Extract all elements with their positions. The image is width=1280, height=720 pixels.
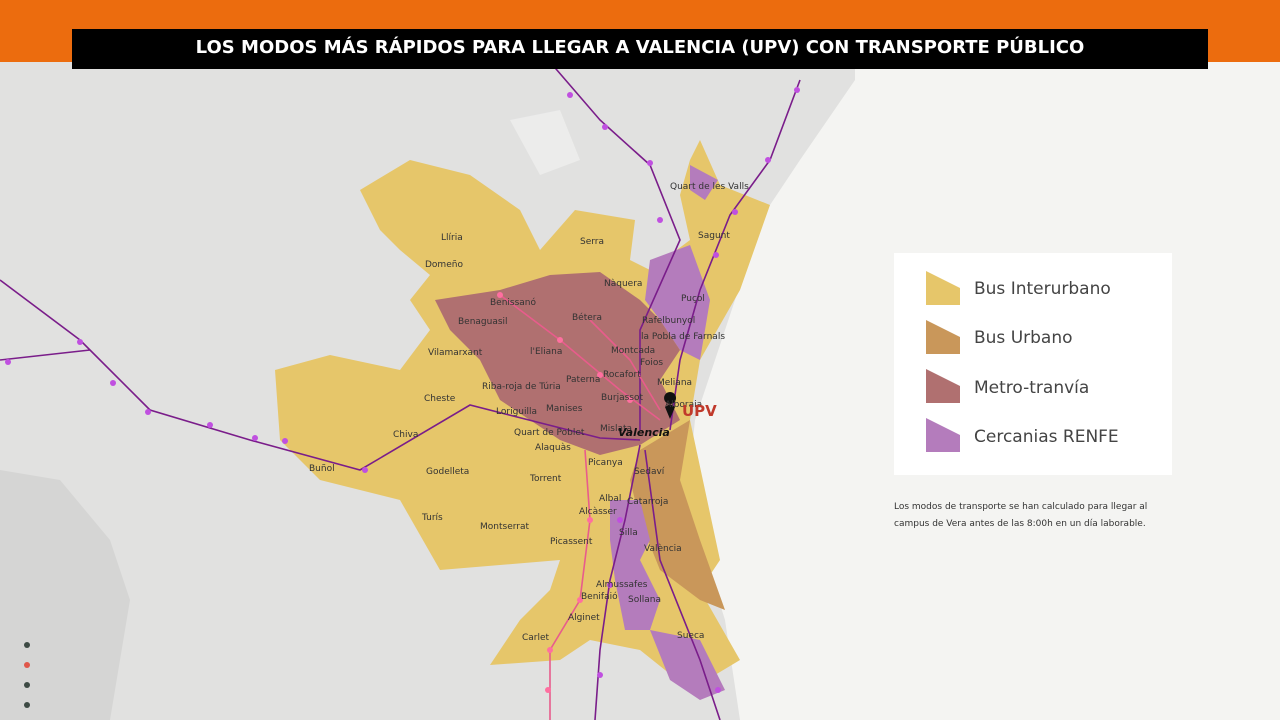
- place-label: Alcàsser: [579, 507, 617, 517]
- legend-label: Bus Interurbano: [974, 279, 1111, 299]
- place-label: l'Eliana: [530, 347, 562, 357]
- place-label: Catarroja: [627, 497, 668, 507]
- title-bar: [72, 29, 1208, 69]
- place-label: Foios: [640, 358, 663, 368]
- place-label: Sagunt: [698, 231, 730, 241]
- place-label: Chiva: [393, 430, 418, 440]
- nav-dots: [24, 642, 30, 708]
- place-label: Buñol: [309, 464, 335, 474]
- place-label: Bétera: [572, 312, 602, 323]
- place-label: Benaguasil: [458, 317, 508, 327]
- region-cercanias: [645, 245, 710, 360]
- rail-lines: [0, 61, 801, 720]
- place-label: Godelleta: [426, 467, 469, 477]
- place-label: Silla: [619, 528, 638, 538]
- place-label: Vilamarxant: [428, 348, 483, 358]
- place-label: Rafelbunyol: [642, 316, 695, 326]
- terrain: [510, 110, 580, 175]
- place-label: València: [644, 543, 682, 554]
- place-label: Turís: [421, 513, 443, 523]
- legend-swatch: [926, 271, 960, 305]
- city-label: Valencia: [618, 426, 670, 439]
- place-label: Alaquàs: [535, 443, 571, 453]
- nav-dot[interactable]: [24, 702, 30, 708]
- map: [0, 61, 855, 720]
- title: LOS MODOS MÁS RÁPIDOS PARA LLEGAR A VALE…: [196, 36, 1085, 58]
- place-label: Benifaió: [581, 591, 618, 602]
- place-label: la Pobla de Farnals: [641, 332, 725, 342]
- upv-label: UPV: [682, 402, 717, 420]
- place-label: Quart de les Valls: [670, 182, 749, 192]
- legend-swatch: [926, 320, 960, 354]
- place-label: Llíria: [441, 233, 463, 243]
- place-label: Mislata: [600, 424, 632, 434]
- place-label: Picanya: [588, 458, 623, 468]
- place-label: Carlet: [522, 633, 550, 643]
- region-cercanias: [690, 165, 718, 200]
- rail-stations: [5, 87, 800, 693]
- place-label: Riba-roja de Túria: [482, 382, 561, 392]
- nav-dot[interactable]: [24, 682, 30, 688]
- place-label: Burjassot: [601, 393, 643, 403]
- place-label: Nàquera: [604, 279, 642, 289]
- nav-dot[interactable]: [24, 642, 30, 648]
- legend-items: Bus Interurbano Bus Urbano Metro-tranvía…: [926, 271, 1119, 452]
- legend-label: Cercanias RENFE: [974, 427, 1119, 447]
- place-label: Quart de Poblet: [514, 428, 585, 438]
- place-label: Manises: [546, 404, 583, 414]
- note: campus de Vera antes de las 8:00h en un …: [894, 519, 1146, 529]
- place-label: Torrent: [529, 474, 562, 484]
- place-label: Sollana: [628, 595, 661, 605]
- place-label: Picassent: [550, 537, 593, 547]
- place-label: Alboraia: [665, 400, 702, 410]
- legend-label: Bus Urbano: [974, 328, 1073, 348]
- place-label: Domeño: [425, 260, 463, 270]
- place-label: Alginet: [568, 613, 600, 623]
- place-label: Sueca: [677, 631, 704, 641]
- place-label: Almussafes: [596, 580, 648, 590]
- nav-dot[interactable]: [24, 662, 30, 668]
- upv-pin: [664, 392, 677, 419]
- legend-label: Metro-tranvía: [974, 378, 1089, 398]
- place-label: Cheste: [424, 394, 456, 404]
- place-label: Paterna: [566, 375, 600, 385]
- metro-stations: [497, 292, 633, 693]
- place-label: Sedaví: [634, 467, 665, 477]
- note: Los modos de transporte se han calculado…: [894, 502, 1147, 512]
- legend-swatch: [926, 418, 960, 452]
- place-label: Loriguilla: [496, 407, 537, 417]
- place-label: Meliana: [657, 378, 692, 388]
- place-label: Montcada: [611, 346, 655, 356]
- place-labels: Llíria Domeño Serra Nàquera Sagunt Quart…: [309, 182, 749, 643]
- place-label: Albal: [599, 494, 621, 504]
- region-cercanias: [650, 630, 725, 700]
- terrain: [0, 470, 130, 720]
- place-label: Rocafort: [603, 370, 641, 380]
- place-label: Montserrat: [480, 522, 529, 532]
- place-label: Puçol: [681, 294, 705, 304]
- place-label: Benissanó: [490, 297, 537, 308]
- legend-swatch: [926, 369, 960, 403]
- region-metro: [435, 272, 680, 455]
- region-bus-urbano: [630, 420, 725, 610]
- place-label: Serra: [580, 237, 604, 247]
